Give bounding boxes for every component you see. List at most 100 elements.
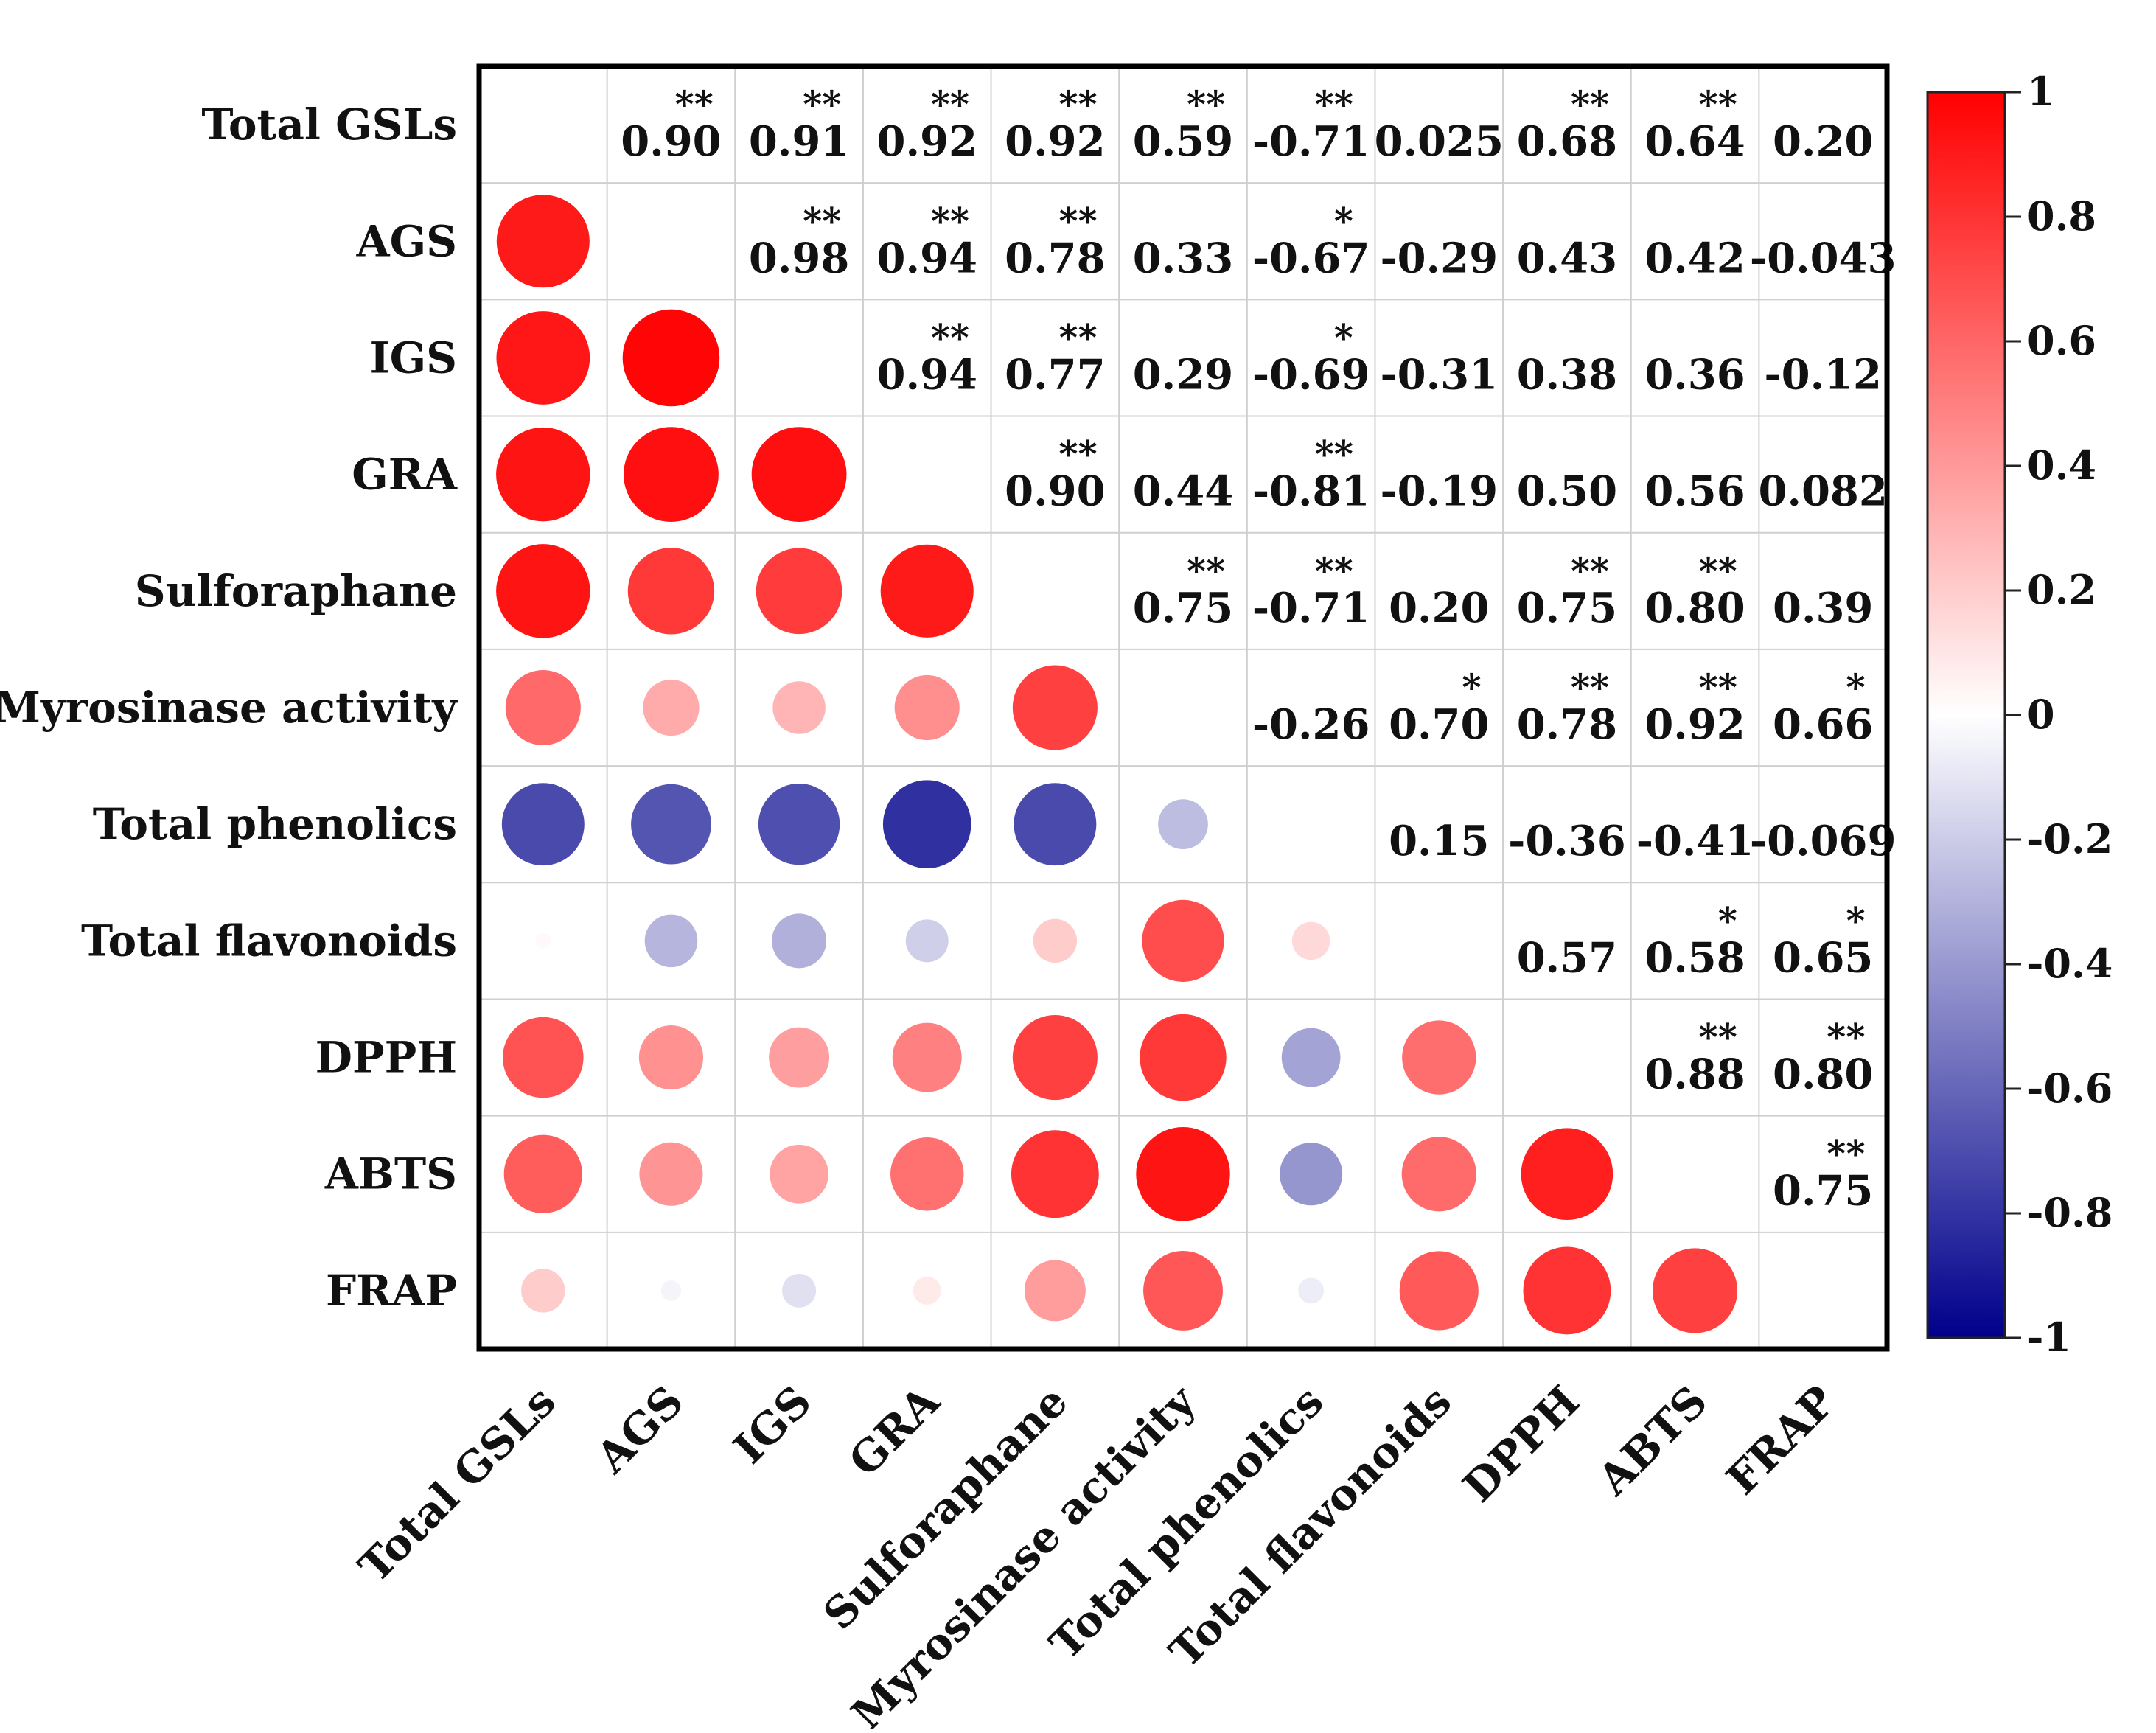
correlation-value-ags-total-phenolics: -0.67	[1252, 234, 1370, 282]
significance-mark-igs-gra: **	[931, 315, 969, 359]
significance-mark-sulforaphane-dpph: **	[1571, 549, 1609, 593]
colorbar-tick-label: 1	[2027, 68, 2055, 115]
correlation-circle-myrosinase-activity-total-gsls	[505, 669, 581, 746]
significance-mark-ags-total-phenolics: *	[1334, 199, 1353, 243]
correlation-value-gra-total-phenolics: -0.81	[1252, 467, 1370, 516]
correlation-value-total-gsls-igs: 0.91	[749, 117, 849, 166]
correlation-value-total-phenolics-total-flavonoids: 0.15	[1389, 817, 1489, 865]
significance-mark-total-gsls-abts: **	[1699, 83, 1737, 126]
correlation-value-total-flavonoids-frap: 0.65	[1773, 933, 1873, 982]
correlation-circle-abts-dpph	[1521, 1128, 1613, 1221]
correlation-value-total-gsls-total-phenolics: -0.71	[1252, 117, 1370, 166]
correlation-circle-frap-ags	[660, 1280, 682, 1301]
colorbar-tick-label: 0.6	[2027, 317, 2096, 364]
correlation-value-myrosinase-activity-abts: 0.92	[1644, 700, 1745, 749]
grid-lines	[479, 66, 1887, 1349]
correlation-circle-abts-myrosinase-activity	[1136, 1127, 1230, 1221]
significance-mark-total-flavonoids-abts: *	[1718, 899, 1737, 942]
correlation-value-sulforaphane-total-phenolics: -0.71	[1252, 584, 1370, 632]
correlation-value-total-flavonoids-dpph: 0.57	[1517, 933, 1617, 982]
correlation-value-ags-myrosinase-activity: 0.33	[1133, 234, 1233, 282]
correlation-circle-igs-total-gsls	[496, 311, 590, 405]
correlation-circle-total-flavonoids-sulforaphane	[1033, 918, 1078, 963]
colorbar-tick-label: -0.6	[2027, 1064, 2113, 1112]
colorbar-tick-label: 0.2	[2027, 566, 2096, 613]
colorbar-gradient	[1926, 91, 2006, 1339]
correlation-circle-frap-total-gsls	[521, 1269, 565, 1313]
correlation-circle-frap-sulforaphane	[1024, 1260, 1086, 1322]
significance-mark-myrosinase-activity-frap: *	[1846, 666, 1865, 709]
correlation-value-gra-frap: 0.082	[1759, 467, 1888, 516]
row-label-gra: GRA	[352, 450, 458, 500]
correlation-value-sulforaphane-frap: 0.39	[1773, 584, 1873, 632]
row-label-dpph: DPPH	[315, 1033, 457, 1083]
correlation-value-ags-gra: 0.94	[877, 234, 977, 282]
row-labels: Total GSLs AGS IGS GRA Sulforaphane Myrosinas…	[0, 100, 458, 1316]
significance-mark-sulforaphane-total-phenolics: **	[1315, 549, 1353, 593]
correlation-value-total-gsls-gra: 0.92	[877, 117, 977, 166]
correlation-circle-abts-gra	[890, 1137, 964, 1211]
significance-mark-total-gsls-sulforaphane: **	[1058, 83, 1097, 126]
correlation-value-gra-abts: 0.56	[1644, 467, 1745, 516]
significance-mark-myrosinase-activity-dpph: **	[1571, 666, 1609, 709]
correlation-value-igs-total-flavonoids: -0.31	[1380, 350, 1498, 399]
correlation-circle-abts-total-phenolics	[1280, 1143, 1343, 1206]
correlation-value-sulforaphane-dpph: 0.75	[1517, 584, 1617, 632]
correlation-circle-total-phenolics-myrosinase-activity	[1158, 799, 1208, 850]
correlation-value-total-phenolics-frap: -0.069	[1750, 817, 1897, 865]
correlation-marks: 0.90**0.91**0.92**0.92**0.59**-0.71**0.0…	[496, 83, 1897, 1335]
correlation-value-total-gsls-frap: 0.20	[1773, 117, 1873, 166]
correlation-circle-gra-total-gsls	[496, 427, 590, 522]
correlation-value-igs-dpph: 0.38	[1517, 350, 1617, 399]
significance-mark-ags-igs: **	[803, 199, 841, 243]
correlation-circle-gra-ags	[624, 427, 719, 523]
correlation-circle-myrosinase-activity-ags	[643, 679, 700, 736]
significance-mark-sulforaphane-abts: **	[1699, 549, 1737, 593]
plot-frame	[476, 63, 1890, 1352]
correlation-value-igs-myrosinase-activity: 0.29	[1133, 350, 1233, 399]
correlation-value-gra-sulforaphane: 0.90	[1005, 467, 1105, 516]
correlation-value-gra-total-flavonoids: -0.19	[1380, 467, 1498, 516]
correlation-value-total-gsls-myrosinase-activity: 0.59	[1133, 117, 1233, 166]
correlation-value-total-phenolics-abts: -0.41	[1636, 817, 1754, 865]
correlation-value-ags-igs: 0.98	[749, 234, 849, 282]
correlation-circle-total-phenolics-ags	[631, 784, 711, 865]
correlation-circle-total-flavonoids-gra	[905, 919, 949, 963]
colorbar-tick-label: 0	[2027, 691, 2055, 738]
correlation-circle-dpph-myrosinase-activity	[1140, 1014, 1227, 1101]
correlation-value-myrosinase-activity-total-flavonoids: 0.70	[1389, 700, 1489, 749]
correlation-value-sulforaphane-abts: 0.80	[1644, 584, 1745, 632]
significance-mark-total-gsls-myrosinase-activity: **	[1187, 83, 1225, 126]
correlation-value-sulforaphane-myrosinase-activity: 0.75	[1133, 584, 1233, 632]
significance-mark-total-gsls-gra: **	[931, 83, 969, 126]
correlation-circle-abts-total-flavonoids	[1401, 1137, 1476, 1212]
correlation-value-total-gsls-sulforaphane: 0.92	[1005, 117, 1105, 166]
correlation-circle-total-flavonoids-myrosinase-activity	[1142, 899, 1224, 982]
significance-mark-total-flavonoids-frap: *	[1846, 899, 1865, 942]
correlation-circle-sulforaphane-ags	[627, 548, 715, 635]
row-label-myrosinase-activity: Myrosinase activity	[0, 683, 458, 733]
row-label-total-phenolics: Total phenolics	[93, 799, 457, 849]
correlation-circle-dpph-total-flavonoids	[1402, 1020, 1476, 1095]
correlation-circle-sulforaphane-total-gsls	[496, 544, 590, 638]
correlation-circle-total-flavonoids-ags	[644, 914, 698, 968]
correlation-value-gra-dpph: 0.50	[1517, 467, 1617, 516]
correlation-circle-frap-igs	[782, 1273, 817, 1308]
correlation-value-myrosinase-activity-frap: 0.66	[1773, 700, 1873, 749]
row-label-ags: AGS	[356, 216, 457, 266]
correlation-circle-myrosinase-activity-sulforaphane	[1012, 665, 1098, 750]
colorbar-tick-label: -0.4	[2027, 940, 2113, 987]
correlation-circle-total-phenolics-gra	[882, 780, 971, 868]
significance-mark-ags-gra: **	[931, 199, 969, 243]
colorbar-tick-label: -0.2	[2027, 815, 2113, 862]
significance-mark-igs-sulforaphane: **	[1058, 315, 1097, 359]
colorbar-tick-label: 0.4	[2027, 442, 2096, 489]
significance-mark-gra-sulforaphane: **	[1058, 433, 1097, 476]
significance-mark-myrosinase-activity-abts: **	[1699, 666, 1737, 709]
row-label-total-flavonoids: Total flavonoids	[81, 916, 457, 966]
correlation-circle-frap-abts	[1653, 1248, 1738, 1333]
correlation-circle-dpph-total-gsls	[503, 1017, 584, 1098]
correlation-value-ags-total-flavonoids: -0.29	[1380, 234, 1498, 282]
significance-mark-igs-total-phenolics: *	[1334, 315, 1353, 359]
